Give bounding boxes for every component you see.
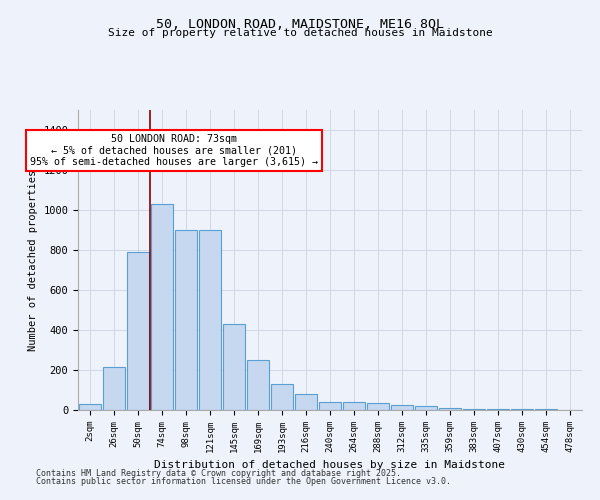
Bar	[175, 230, 197, 410]
Bar	[79, 404, 101, 410]
Y-axis label: Number of detached properties: Number of detached properties	[28, 170, 38, 350]
Bar	[391, 405, 413, 410]
Bar	[343, 402, 365, 410]
Bar	[271, 384, 293, 410]
Bar	[103, 367, 125, 410]
Bar	[151, 204, 173, 410]
Bar	[367, 403, 389, 410]
Bar	[415, 406, 437, 410]
Bar	[439, 408, 461, 410]
Text: Contains public sector information licensed under the Open Government Licence v3: Contains public sector information licen…	[36, 477, 451, 486]
Bar	[199, 230, 221, 410]
Bar	[463, 409, 485, 410]
Text: Contains HM Land Registry data © Crown copyright and database right 2025.: Contains HM Land Registry data © Crown c…	[36, 468, 401, 477]
Bar	[319, 402, 341, 410]
Text: 50, LONDON ROAD, MAIDSTONE, ME16 8QL: 50, LONDON ROAD, MAIDSTONE, ME16 8QL	[156, 18, 444, 30]
Text: 50 LONDON ROAD: 73sqm
← 5% of detached houses are smaller (201)
95% of semi-deta: 50 LONDON ROAD: 73sqm ← 5% of detached h…	[30, 134, 318, 167]
Bar	[127, 252, 149, 410]
Bar	[487, 409, 509, 410]
Bar	[223, 324, 245, 410]
X-axis label: Distribution of detached houses by size in Maidstone: Distribution of detached houses by size …	[155, 460, 505, 470]
Bar	[247, 360, 269, 410]
Bar	[295, 394, 317, 410]
Text: Size of property relative to detached houses in Maidstone: Size of property relative to detached ho…	[107, 28, 493, 38]
